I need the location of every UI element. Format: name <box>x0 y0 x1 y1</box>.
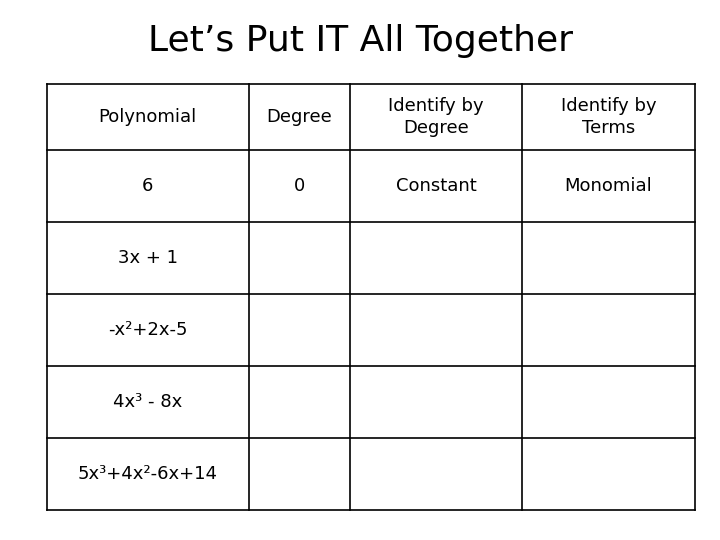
Text: Identify by
Terms: Identify by Terms <box>561 97 657 137</box>
Text: Let’s Put IT All Together: Let’s Put IT All Together <box>148 24 572 57</box>
Text: 4x³ - 8x: 4x³ - 8x <box>113 393 182 411</box>
Text: Degree: Degree <box>266 108 332 126</box>
Text: 0: 0 <box>294 177 305 195</box>
Text: -x²+2x-5: -x²+2x-5 <box>108 321 187 339</box>
Text: 5x³+4x²-6x+14: 5x³+4x²-6x+14 <box>78 465 217 483</box>
Text: Identify by
Degree: Identify by Degree <box>388 97 484 137</box>
Text: 3x + 1: 3x + 1 <box>118 249 178 267</box>
Text: 6: 6 <box>142 177 153 195</box>
Text: Monomial: Monomial <box>564 177 652 195</box>
Text: Constant: Constant <box>395 177 477 195</box>
Text: Polynomial: Polynomial <box>99 108 197 126</box>
